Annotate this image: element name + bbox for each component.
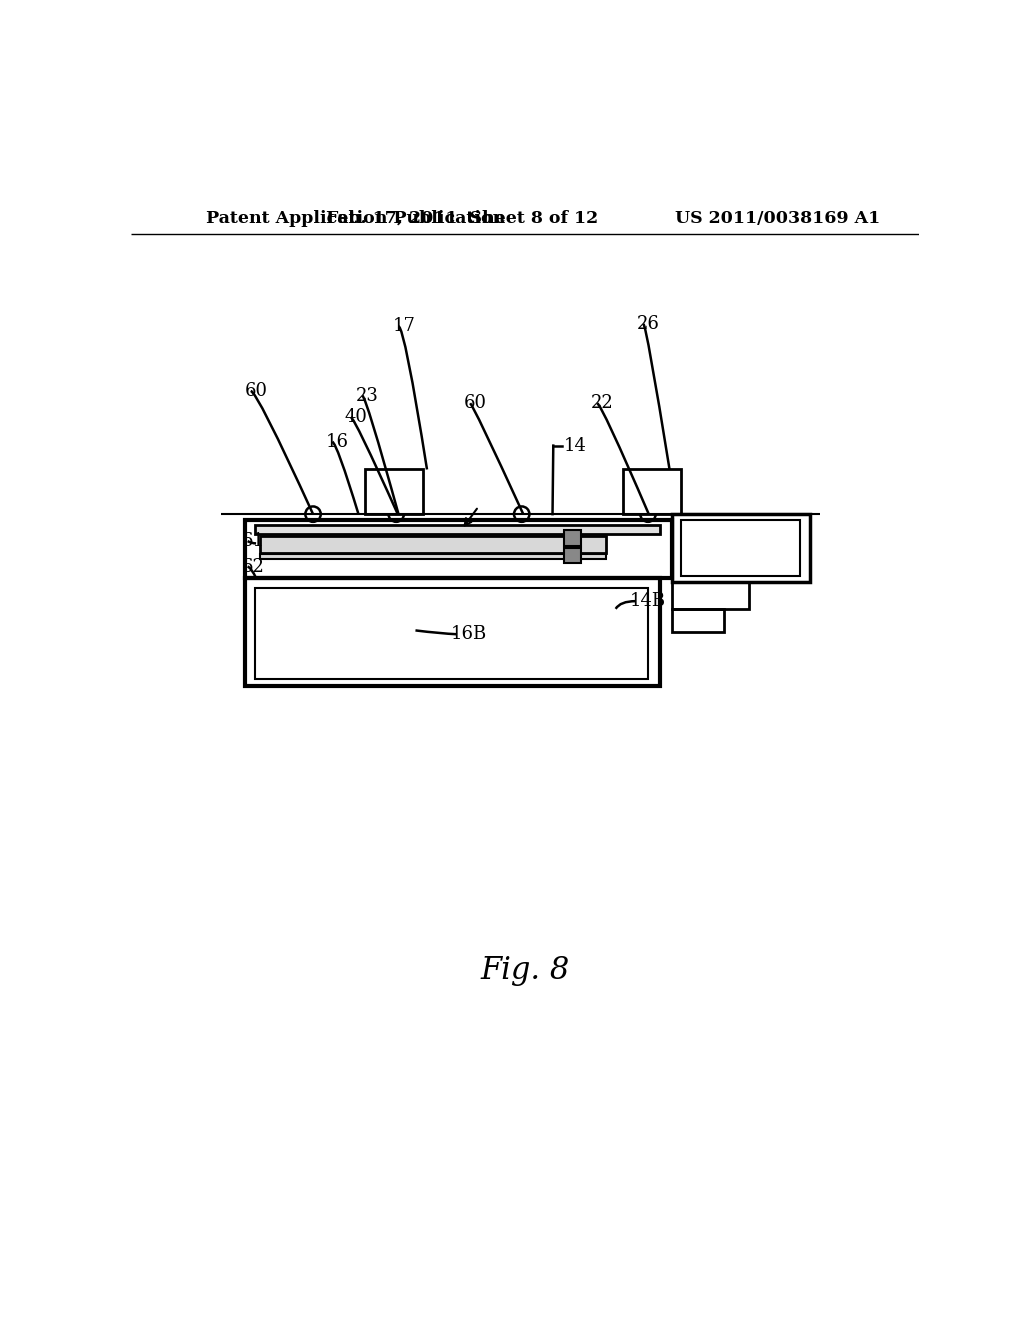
Text: 17: 17 (392, 317, 416, 335)
Text: 22: 22 (591, 395, 613, 412)
Text: 16B: 16B (451, 626, 487, 643)
Text: 60: 60 (464, 395, 487, 412)
Bar (672, 515, 810, 582)
Bar (681, 520, 801, 576)
Bar (255, 589, 648, 678)
Text: Patent Application Publication: Patent Application Publication (206, 210, 505, 227)
Bar (260, 554, 606, 558)
Text: 62: 62 (242, 557, 264, 576)
Bar (564, 529, 581, 546)
Bar (564, 548, 581, 564)
Text: Feb. 17, 2011  Sheet 8 of 12: Feb. 17, 2011 Sheet 8 of 12 (326, 210, 598, 227)
Text: 61: 61 (242, 532, 264, 550)
Bar (672, 582, 749, 609)
Bar (260, 536, 606, 553)
Text: 60: 60 (245, 381, 267, 400)
Text: 14B: 14B (630, 593, 666, 610)
Bar (255, 525, 659, 535)
Text: 14: 14 (563, 437, 586, 454)
Text: 26: 26 (637, 315, 660, 333)
Text: 23: 23 (356, 387, 379, 404)
Text: 40: 40 (345, 408, 368, 426)
Text: US 2011/0038169 A1: US 2011/0038169 A1 (675, 210, 880, 227)
Bar (366, 470, 423, 515)
Text: Fig. 8: Fig. 8 (480, 956, 569, 986)
Bar (245, 578, 660, 686)
Text: 16: 16 (326, 433, 349, 450)
Bar (245, 520, 672, 578)
Bar (672, 609, 724, 632)
Bar (624, 470, 681, 515)
